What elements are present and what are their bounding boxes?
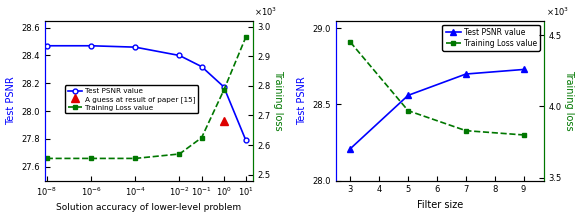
Y-axis label: Test PSNR: Test PSNR	[297, 76, 307, 125]
Training Loss value	[242, 36, 249, 38]
Training Loss value	[176, 153, 183, 155]
Training Loss value	[520, 134, 527, 136]
X-axis label: Filter size: Filter size	[417, 200, 463, 210]
Training Loss value	[462, 129, 469, 132]
Training Loss value	[198, 136, 205, 139]
Line: Training Loss value: Training Loss value	[348, 40, 526, 137]
Text: $\times 10^3$: $\times 10^3$	[255, 5, 277, 18]
Legend: Test PSNR value, Training Loss value: Test PSNR value, Training Loss value	[443, 25, 540, 51]
Y-axis label: Training loss: Training loss	[564, 70, 574, 131]
Test PSNR value	[347, 147, 354, 150]
Training Loss value	[132, 157, 139, 160]
Test PSNR value	[176, 54, 183, 57]
Line: Test PSNR value: Test PSNR value	[347, 66, 527, 152]
Test PSNR value	[462, 73, 469, 75]
Training Loss value	[88, 157, 95, 160]
Test PSNR value	[198, 65, 205, 68]
Test PSNR value	[405, 94, 412, 97]
Training Loss value	[220, 89, 227, 92]
Line: Test PSNR value: Test PSNR value	[44, 43, 248, 143]
Text: $\times 10^3$: $\times 10^3$	[546, 5, 569, 18]
Y-axis label: Training loss: Training loss	[273, 70, 283, 131]
Line: Training Loss value: Training Loss value	[44, 35, 248, 161]
Legend: Test PSNR value, A guess at result of paper [15], Training Loss value: Test PSNR value, A guess at result of pa…	[65, 85, 198, 113]
X-axis label: Solution accuracy of lower-level problem: Solution accuracy of lower-level problem	[56, 203, 241, 213]
Test PSNR value	[220, 85, 227, 88]
Training Loss value	[405, 109, 412, 112]
Y-axis label: Test PSNR: Test PSNR	[6, 76, 16, 125]
Test PSNR value	[44, 44, 50, 47]
Test PSNR value	[242, 139, 249, 142]
Test PSNR value	[520, 68, 527, 71]
Test PSNR value	[132, 46, 139, 48]
Training Loss value	[347, 41, 354, 43]
Test PSNR value	[88, 44, 95, 47]
Training Loss value	[44, 157, 50, 160]
